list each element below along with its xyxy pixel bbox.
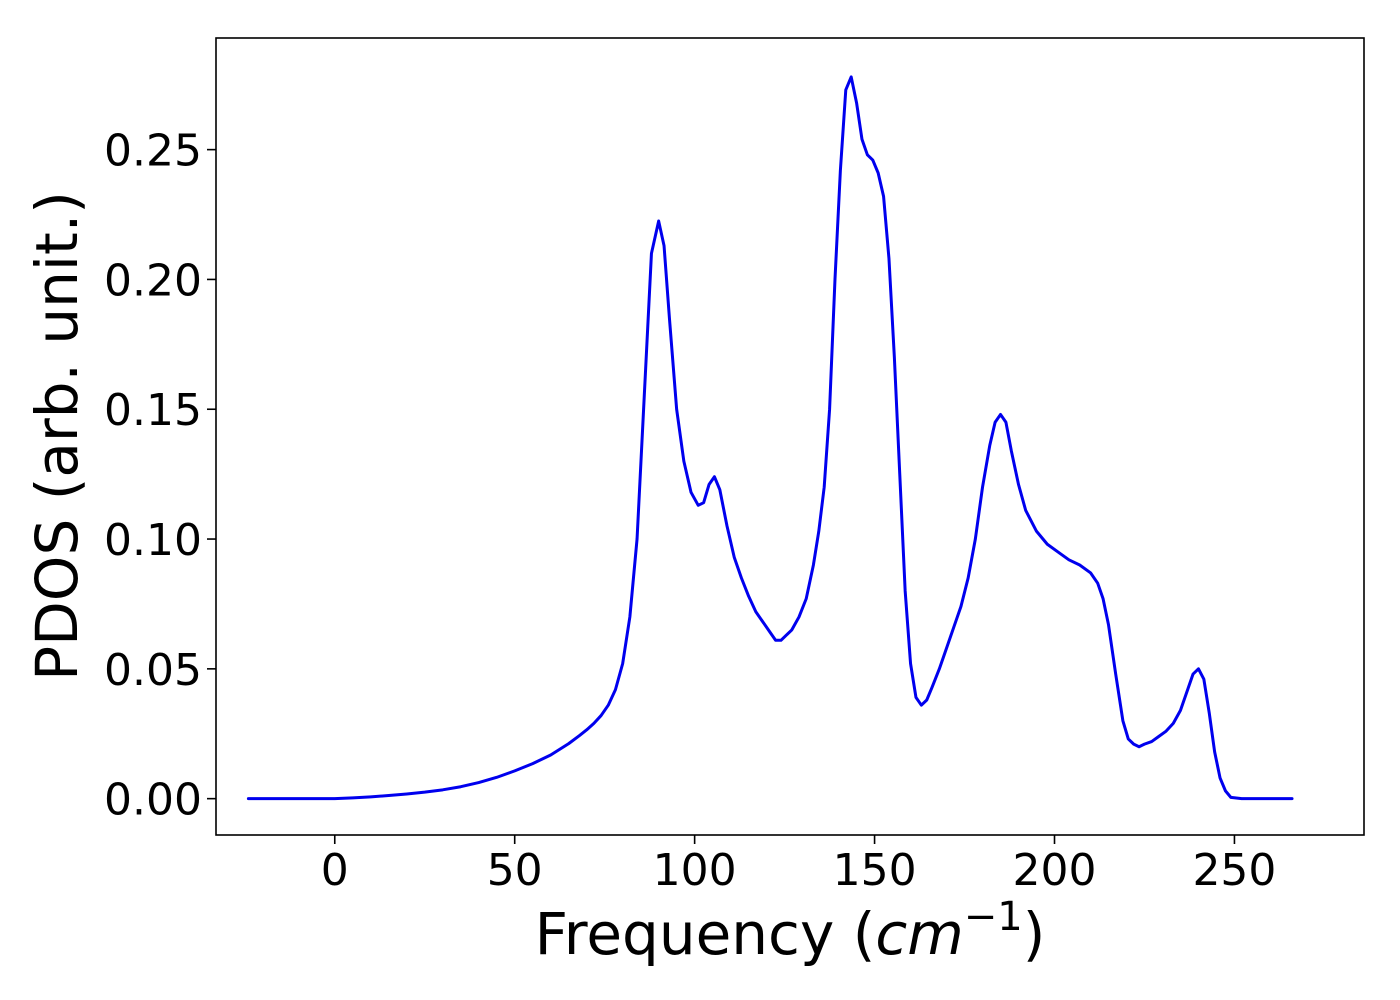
y-tick-label: 0.20 — [104, 255, 202, 306]
y-tick-label: 0.05 — [104, 645, 202, 696]
x-tick-label: 250 — [1192, 845, 1276, 896]
x-tick-label: 200 — [1013, 845, 1097, 896]
plot-series — [246, 75, 1294, 801]
pdos-series-line — [246, 75, 1294, 801]
y-tick-label: 0.15 — [104, 385, 202, 436]
x-axis-ticks: 0 50 100 150 200 250 — [321, 835, 1276, 896]
x-tick-label: 50 — [487, 845, 543, 896]
y-tick-label: 0.25 — [104, 126, 202, 177]
x-tick-label: 150 — [833, 845, 917, 896]
y-axis-ticks: 0.00 0.05 0.10 0.15 0.20 0.25 — [104, 126, 216, 826]
plot-frame — [215, 37, 1365, 836]
x-axis-label: Frequency (cm−1) — [535, 894, 1046, 968]
y-axis-label: PDOS (arb. unit.) — [23, 191, 91, 681]
x-tick-label: 100 — [653, 845, 737, 896]
y-tick-label: 0.00 — [104, 775, 202, 826]
y-tick-label: 0.10 — [104, 515, 202, 566]
x-tick-label: 0 — [321, 845, 349, 896]
